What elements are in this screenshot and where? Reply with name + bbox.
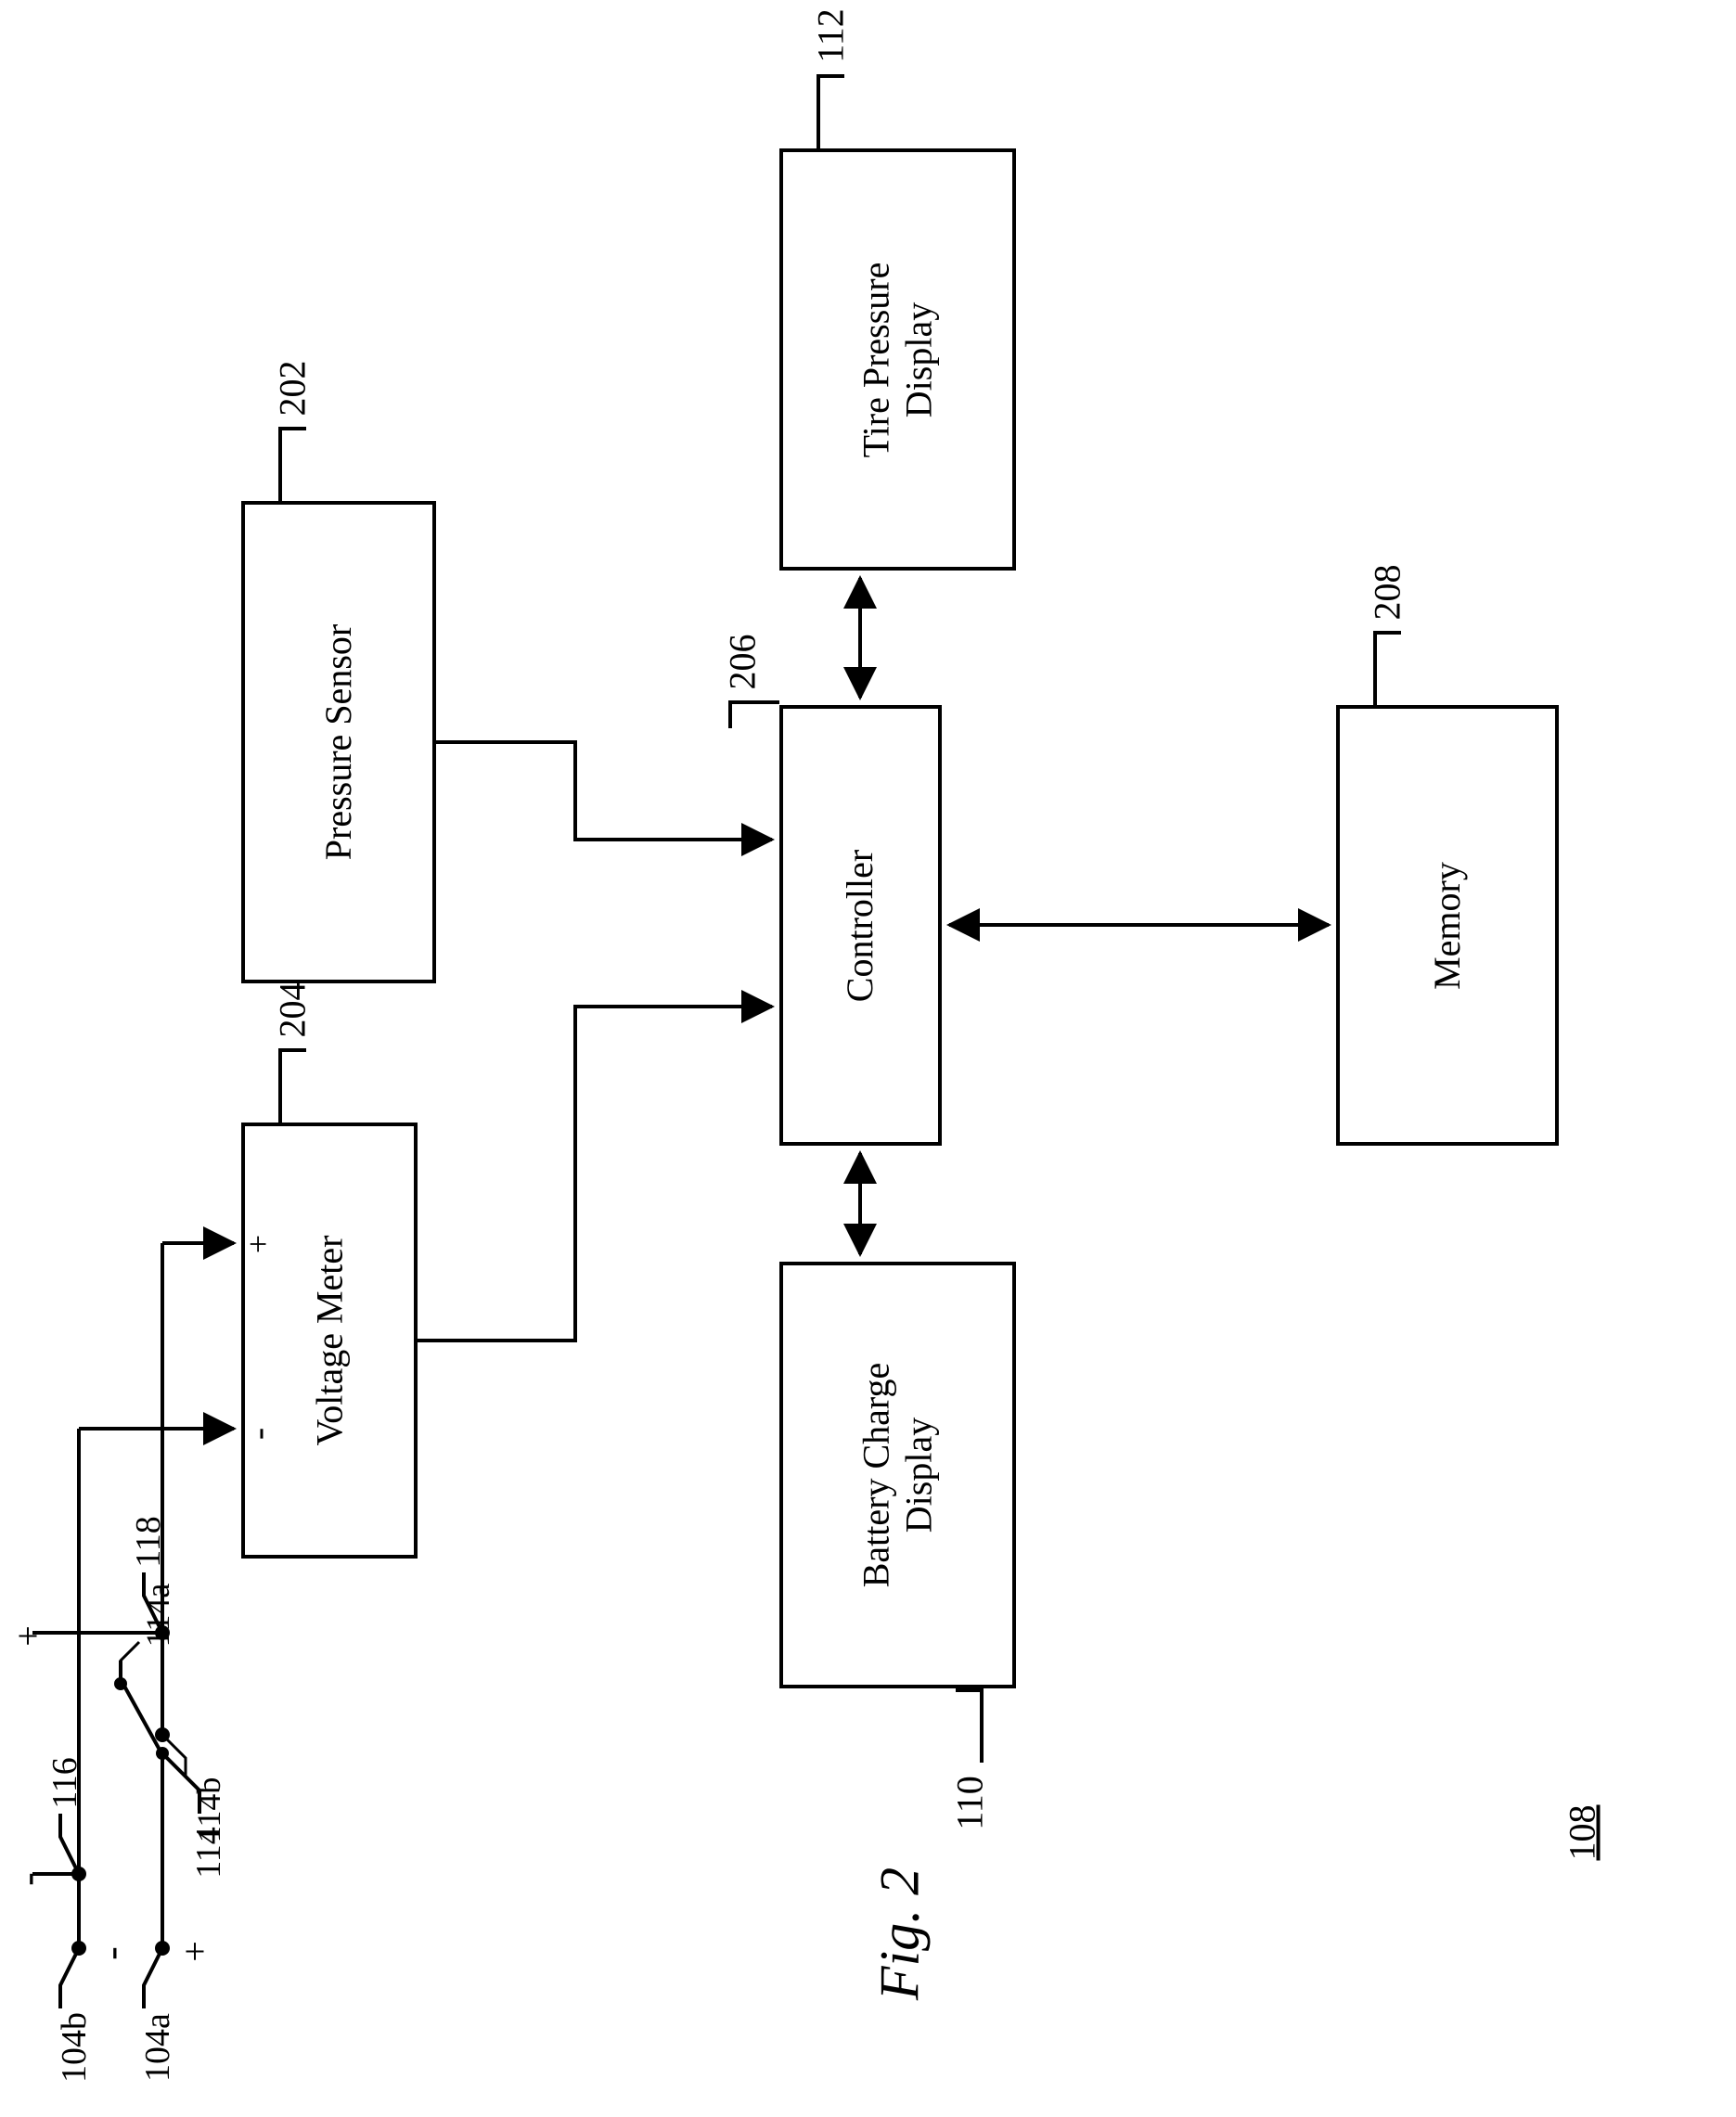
sym-minus-104b: - (88, 1935, 135, 1972)
ref-118: 118 (128, 1505, 169, 1579)
ref-114b: 114b (189, 1764, 228, 1856)
diagram-svg (0, 0, 1736, 2117)
ref-104a: 104a (137, 2001, 178, 2094)
ref-104b: 104b (54, 2001, 95, 2094)
sym-plus-118: + (6, 1618, 50, 1655)
ref-116: 116 (45, 1746, 85, 1820)
ref-114a: 114a (138, 1569, 177, 1662)
sym-minus-116: - (5, 1861, 52, 1898)
lead-114a2 (121, 1642, 139, 1684)
lead-104a (144, 1948, 162, 2008)
lead-104b (60, 1948, 79, 2008)
arrow-pressure-sensor-to-controller (436, 742, 772, 840)
diagram-stage: Pressure Sensor Voltage Meter Tire Press… (0, 0, 1736, 2117)
vm-minus: - (237, 1416, 280, 1453)
vm-plus: + (238, 1225, 277, 1263)
lead-116 (60, 1814, 79, 1874)
sym-plus-104a: + (174, 1933, 217, 1970)
switch-throw (122, 1681, 161, 1751)
arrow-voltage-meter-to-controller (418, 1007, 772, 1341)
